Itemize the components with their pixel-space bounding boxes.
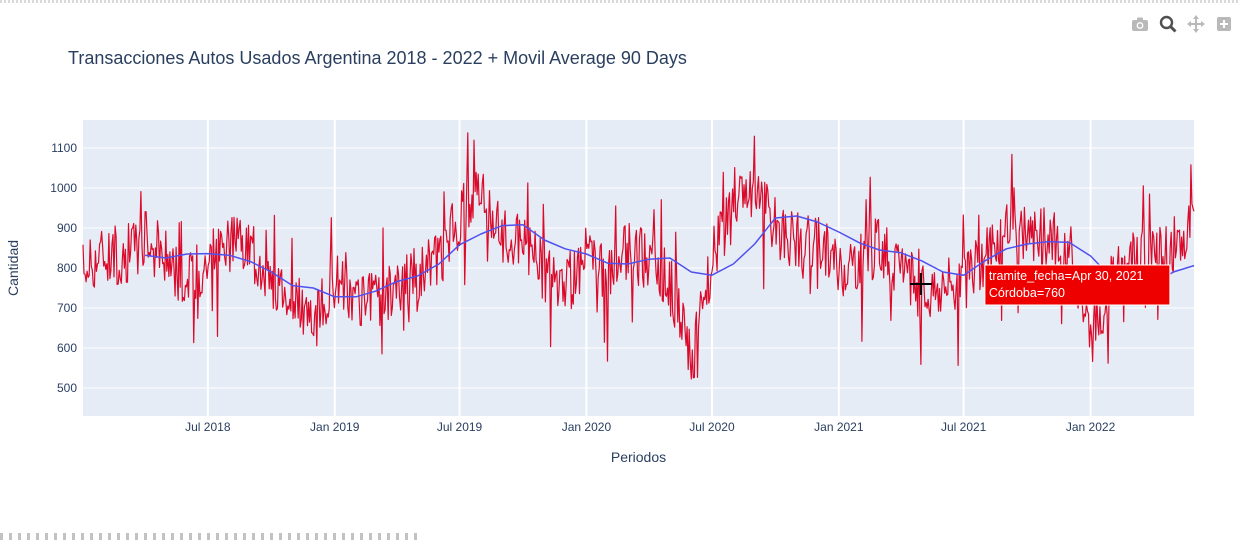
- top-border: [0, 0, 1238, 3]
- series-group: [82, 132, 1195, 380]
- x-tick-label: Jan 2020: [562, 420, 612, 434]
- y-tick-label: 700: [57, 301, 77, 315]
- y-tick-label: 1000: [50, 181, 77, 195]
- y-tick-label: 600: [57, 341, 77, 355]
- hover-tooltip-line-1: tramite_fecha=Apr 30, 2021: [989, 269, 1144, 283]
- x-tick-label: Jul 2021: [941, 420, 987, 434]
- hover-tooltip-box: [984, 264, 1171, 306]
- pan-icon[interactable]: [1186, 14, 1206, 34]
- x-axis-ticks: Jul 2018 Jan 2019 Jul 2019 Jan 2020 Jul 2020…: [185, 420, 1115, 434]
- y-axis-label: Cantidad: [5, 240, 21, 296]
- x-tick-label: Jan 2019: [310, 420, 360, 434]
- y-tick-label: 500: [57, 381, 77, 395]
- hover-tooltip: tramite_fecha=Apr 30, 2021 Córdoba=760: [909, 264, 1171, 306]
- y-axis-ticks: 500 600 700 800 900 1000 1100: [50, 141, 77, 395]
- chart-title: Transacciones Autos Usados Argentina 201…: [68, 48, 687, 68]
- hover-tooltip-line-2: Córdoba=760: [989, 286, 1065, 300]
- y-tick-label: 800: [57, 261, 77, 275]
- modebar: [1130, 14, 1234, 34]
- series-line-moving-average[interactable]: [144, 215, 1195, 298]
- bottom-edge: [0, 533, 420, 540]
- x-tick-label: Jan 2021: [814, 420, 864, 434]
- series-line-daily[interactable]: [82, 132, 1195, 380]
- y-tick-label: 900: [57, 221, 77, 235]
- camera-icon[interactable]: [1130, 14, 1150, 34]
- x-tick-label: Jul 2018: [185, 420, 231, 434]
- x-axis-label: Periodos: [611, 449, 666, 465]
- x-tick-label: Jan 2022: [1066, 420, 1116, 434]
- y-tick-label: 1100: [51, 141, 77, 155]
- grid-lines: [83, 120, 1194, 416]
- plus-square-icon[interactable]: [1214, 14, 1234, 34]
- crosshair-cursor-icon: [909, 273, 932, 295]
- zoom-icon[interactable]: [1158, 14, 1178, 34]
- x-tick-label: Jul 2020: [689, 420, 735, 434]
- x-tick-label: Jul 2019: [437, 420, 483, 434]
